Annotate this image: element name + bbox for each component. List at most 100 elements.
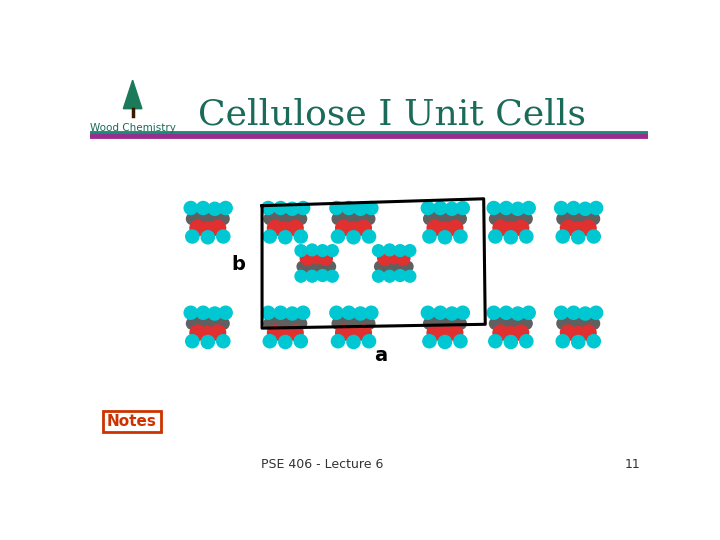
Circle shape (439, 213, 451, 225)
Circle shape (580, 220, 596, 236)
Circle shape (498, 211, 509, 222)
Circle shape (556, 335, 570, 348)
Circle shape (560, 325, 576, 340)
Circle shape (274, 201, 287, 214)
Circle shape (297, 261, 307, 272)
Circle shape (342, 201, 356, 214)
Circle shape (590, 306, 603, 319)
Circle shape (402, 261, 413, 272)
Circle shape (365, 201, 378, 214)
Circle shape (279, 318, 291, 329)
Circle shape (423, 335, 436, 348)
Circle shape (572, 213, 584, 225)
Circle shape (274, 306, 287, 319)
Circle shape (489, 230, 502, 243)
Circle shape (184, 306, 197, 319)
Circle shape (588, 318, 600, 329)
Circle shape (520, 335, 533, 348)
Circle shape (554, 201, 568, 214)
Circle shape (588, 213, 600, 225)
Circle shape (210, 315, 221, 327)
Circle shape (384, 244, 395, 256)
Circle shape (362, 335, 376, 348)
Circle shape (404, 271, 415, 282)
Circle shape (427, 220, 443, 236)
Circle shape (311, 261, 322, 272)
Circle shape (505, 318, 517, 329)
Circle shape (202, 318, 214, 329)
Circle shape (200, 327, 215, 342)
Circle shape (557, 213, 569, 225)
Circle shape (217, 230, 230, 243)
Circle shape (271, 315, 284, 327)
Circle shape (447, 315, 459, 327)
Circle shape (277, 327, 293, 342)
Circle shape (564, 211, 576, 222)
Circle shape (447, 211, 459, 222)
Circle shape (588, 335, 600, 348)
Circle shape (456, 201, 469, 214)
Text: b: b (232, 255, 246, 274)
Circle shape (186, 230, 199, 243)
Circle shape (511, 307, 524, 320)
Circle shape (394, 245, 406, 256)
Circle shape (423, 230, 436, 243)
Circle shape (286, 202, 299, 215)
Circle shape (267, 325, 283, 340)
Circle shape (580, 325, 596, 340)
Circle shape (200, 222, 215, 237)
Circle shape (363, 318, 375, 329)
Circle shape (310, 250, 323, 264)
Circle shape (306, 244, 318, 256)
Circle shape (318, 251, 333, 265)
Circle shape (579, 202, 592, 215)
Circle shape (186, 213, 198, 225)
Circle shape (326, 271, 338, 282)
Circle shape (454, 318, 467, 329)
Circle shape (279, 335, 292, 348)
FancyBboxPatch shape (103, 410, 161, 432)
Circle shape (489, 335, 502, 348)
Circle shape (279, 231, 292, 244)
Circle shape (490, 318, 501, 329)
Circle shape (382, 264, 392, 274)
Circle shape (572, 231, 585, 244)
Circle shape (264, 318, 276, 329)
Circle shape (590, 201, 603, 214)
Circle shape (431, 315, 443, 327)
Circle shape (194, 315, 206, 327)
Circle shape (570, 327, 586, 342)
Circle shape (294, 335, 307, 348)
Circle shape (287, 325, 303, 340)
Circle shape (297, 306, 310, 319)
Circle shape (261, 306, 275, 319)
Circle shape (346, 222, 361, 237)
Circle shape (503, 222, 518, 237)
Text: a: a (374, 346, 387, 366)
Circle shape (389, 261, 399, 272)
Circle shape (588, 230, 600, 243)
Circle shape (217, 335, 230, 348)
Circle shape (365, 306, 378, 319)
Circle shape (219, 306, 233, 319)
Circle shape (331, 335, 345, 348)
Circle shape (219, 201, 233, 214)
Circle shape (511, 202, 524, 215)
Circle shape (332, 318, 344, 329)
Circle shape (505, 213, 517, 225)
Polygon shape (123, 80, 142, 109)
Circle shape (279, 213, 291, 225)
Circle shape (356, 220, 372, 236)
Circle shape (347, 335, 360, 348)
Circle shape (404, 245, 415, 256)
Circle shape (267, 220, 283, 236)
Circle shape (487, 201, 500, 214)
Circle shape (295, 213, 307, 225)
Circle shape (210, 325, 225, 340)
Circle shape (439, 318, 451, 329)
Circle shape (287, 211, 299, 222)
Circle shape (336, 325, 351, 340)
Circle shape (454, 213, 467, 225)
Circle shape (498, 315, 509, 327)
Circle shape (346, 327, 361, 342)
